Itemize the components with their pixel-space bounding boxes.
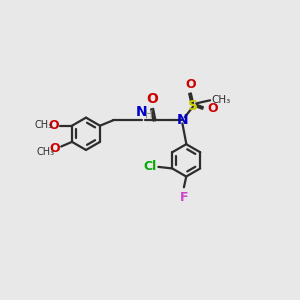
Text: Cl: Cl xyxy=(144,160,157,173)
Text: N: N xyxy=(136,105,147,119)
Text: F: F xyxy=(180,191,188,204)
Text: CH₃: CH₃ xyxy=(36,147,54,157)
Text: CH₃: CH₃ xyxy=(34,120,53,130)
Text: O: O xyxy=(207,102,217,115)
Text: O: O xyxy=(50,142,60,154)
Text: H: H xyxy=(145,110,152,120)
Text: O: O xyxy=(146,92,158,106)
Text: CH₃: CH₃ xyxy=(212,95,231,105)
Text: O: O xyxy=(48,119,59,132)
Text: O: O xyxy=(185,78,196,91)
Text: N: N xyxy=(177,113,188,127)
Text: S: S xyxy=(188,100,198,113)
